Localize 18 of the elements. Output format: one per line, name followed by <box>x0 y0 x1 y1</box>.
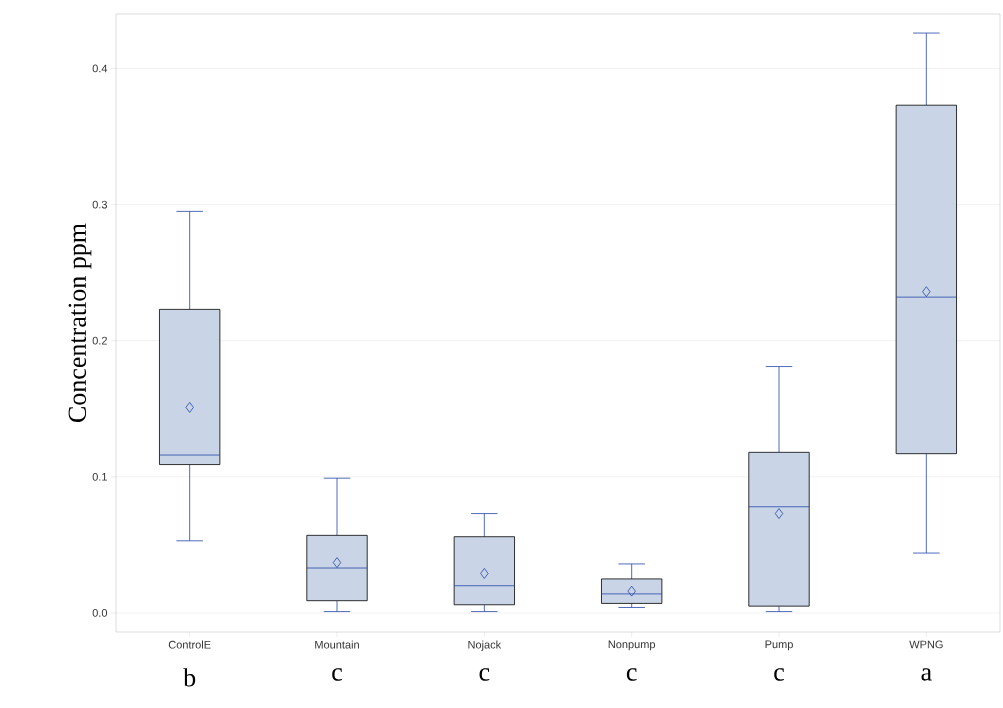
x-tick-label: Pump <box>765 640 793 651</box>
y-tick-label: 0.2 <box>92 336 107 345</box>
y-tick-label: 0.0 <box>92 609 108 617</box>
y-tick-label: 0.4 <box>92 64 108 73</box>
text: c <box>774 668 784 681</box>
text: c <box>332 668 342 681</box>
x-tick-label: Nojack <box>468 640 502 651</box>
y-tick-label: 0.1 <box>92 472 107 481</box>
x-tick-label: Mountain <box>315 640 359 649</box>
y-tick-label: 0.3 <box>92 200 107 209</box>
text: b <box>183 668 196 687</box>
x-tick-label: ControlE <box>168 640 211 649</box>
text: c <box>626 668 637 681</box>
x-tick-label: Nonpump <box>608 640 656 651</box>
x-tick-label: WPNG <box>909 640 943 649</box>
y-axis-title: Concentration ppm <box>68 223 92 422</box>
text: a <box>921 668 932 681</box>
text: c <box>479 668 490 681</box>
